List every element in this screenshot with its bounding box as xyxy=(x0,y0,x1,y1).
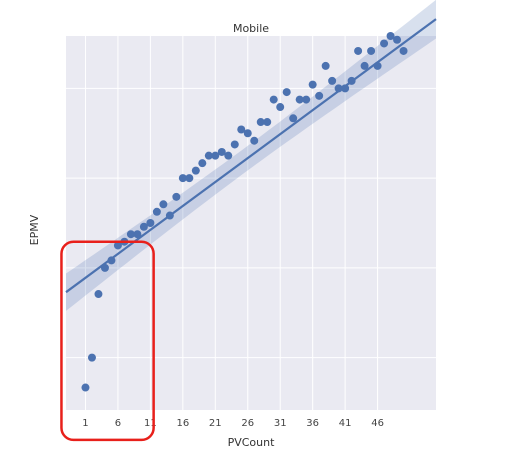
data-point xyxy=(204,151,213,160)
data-point xyxy=(393,35,402,44)
data-point xyxy=(139,222,148,231)
data-point xyxy=(289,114,298,123)
x-tick-label: 41 xyxy=(339,418,352,429)
data-point xyxy=(172,192,181,201)
data-points xyxy=(81,32,408,392)
data-point xyxy=(295,95,304,104)
data-point xyxy=(133,230,142,239)
highlight-box xyxy=(60,240,155,442)
data-point xyxy=(360,61,369,70)
x-tick-label: 26 xyxy=(241,418,254,429)
x-tick-label: 21 xyxy=(209,418,222,429)
data-point xyxy=(107,256,116,265)
data-point xyxy=(198,159,207,168)
data-point xyxy=(282,88,291,97)
data-point xyxy=(263,118,272,127)
data-point xyxy=(399,46,408,55)
data-point xyxy=(185,174,194,183)
data-point xyxy=(334,84,343,93)
x-tick-label: 36 xyxy=(306,418,319,429)
data-point xyxy=(100,263,109,272)
data-point xyxy=(224,151,233,160)
x-tick-label: 46 xyxy=(371,418,384,429)
data-point xyxy=(308,80,317,89)
data-point xyxy=(276,103,285,112)
data-point xyxy=(211,151,220,160)
data-point xyxy=(87,353,96,362)
data-point xyxy=(328,76,337,85)
data-point xyxy=(354,46,363,55)
data-point xyxy=(373,61,382,70)
chart-title: Mobile xyxy=(233,22,269,35)
data-point xyxy=(256,118,265,127)
data-point xyxy=(81,383,90,392)
data-point xyxy=(367,46,376,55)
data-point xyxy=(315,91,324,100)
data-point xyxy=(250,136,259,145)
data-point xyxy=(191,166,200,175)
plot-background xyxy=(66,36,436,410)
data-point xyxy=(243,129,252,138)
data-point xyxy=(217,147,226,156)
data-point xyxy=(146,219,155,227)
data-point xyxy=(230,140,239,149)
data-point xyxy=(113,241,122,250)
data-point xyxy=(152,207,161,216)
data-point xyxy=(126,230,135,239)
data-point xyxy=(380,39,389,48)
x-tick-label: 11 xyxy=(144,418,157,429)
data-point xyxy=(159,200,168,209)
y-axis-title: EPMV xyxy=(28,214,41,245)
x-tick-label: 31 xyxy=(274,418,287,429)
data-point xyxy=(321,61,330,70)
data-point xyxy=(165,211,174,220)
grid xyxy=(66,36,436,410)
data-point xyxy=(386,32,395,40)
data-point xyxy=(94,290,103,299)
data-point xyxy=(302,95,311,104)
x-tick-label: 16 xyxy=(176,418,189,429)
data-point xyxy=(237,125,246,134)
x-tick-label: 1 xyxy=(82,418,88,429)
x-axis-title: PVCount xyxy=(228,436,276,449)
x-tick-labels: 1 6 11 16 21 26 31 36 41 46 xyxy=(82,418,384,429)
data-point xyxy=(341,84,350,93)
data-point xyxy=(178,174,187,183)
data-point xyxy=(269,95,278,104)
data-point xyxy=(347,76,356,85)
x-tick-label: 6 xyxy=(115,418,121,429)
